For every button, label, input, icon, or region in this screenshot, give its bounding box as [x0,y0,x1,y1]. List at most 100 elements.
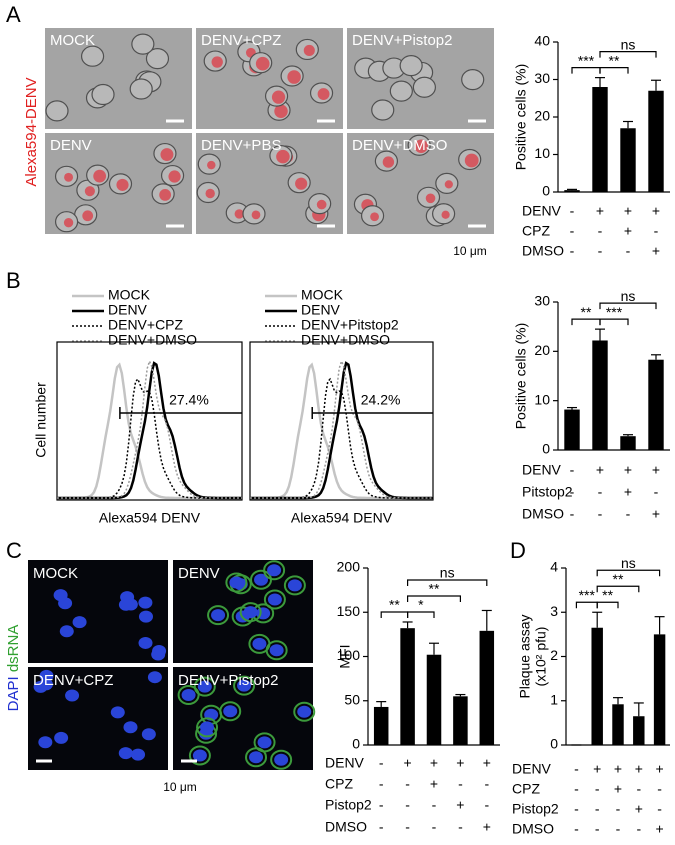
virus-signal [276,149,290,164]
treatment-sign: + [456,797,464,813]
treatment-name: DMSO [512,821,554,837]
treatment-name: DENV [512,761,552,777]
treatment-sign: - [484,797,489,813]
treatment-sign: - [598,223,603,239]
bar [620,436,636,450]
nucleus [249,751,264,764]
bar [620,128,636,192]
y-tick-label: 1 [550,691,558,707]
virus-signal [207,160,216,170]
treatment-sign: - [570,462,575,478]
significance-bracket [407,579,488,586]
treatment-sign: + [652,203,660,219]
dsrna-signal [263,560,286,581]
image-label: DENV+Pistop2 [178,672,278,689]
treatment-sign: + [652,462,660,478]
treatment-sign: + [624,223,632,239]
nucleus [38,678,53,691]
nucleus [138,596,153,609]
dsrna-signal [193,676,216,697]
treatment-sign: - [636,781,641,797]
histogram-curve [250,359,433,499]
y-label: MFI [337,644,353,668]
virus-signal [271,90,286,104]
nucleus [243,606,258,619]
significance-label: ** [581,304,592,320]
significance-label: ** [609,52,620,68]
treatment-sign: - [432,819,437,835]
treatment-sign: + [483,755,491,771]
virus-signal [317,88,330,100]
virus-signal [274,104,288,118]
y-tick-label: 20 [534,342,550,358]
virus-signal [64,172,74,182]
panel-label: D [510,538,526,563]
treatment-sign: + [596,462,604,478]
treatment-sign: - [458,776,463,792]
dsrna-signal [263,589,286,610]
image-label: DENV [178,565,220,582]
nucleus [72,616,87,629]
bar [564,190,580,192]
nucleus [39,669,54,682]
treatment-sign: + [635,801,643,817]
nucleus [200,721,215,734]
y-tick-label: 10 [534,391,550,407]
significance-label: ns [621,288,636,304]
nucleus [53,589,68,602]
treatment-name: Pitstop2 [522,484,573,500]
treatment-sign: - [432,797,437,813]
y-label: (x10² pfu) [533,627,549,687]
y-tick-label: 0 [352,736,360,752]
bar [564,409,580,450]
treatment-name: CPZ [512,781,540,797]
treatment-sign: + [652,506,660,522]
bar [648,359,664,450]
significance-label: ns [440,565,455,581]
treatment-name: DMSO [325,819,367,835]
panel-label: B [6,268,21,293]
nucleus [297,705,312,718]
nucleus [274,753,289,766]
nucleus [267,593,282,606]
nucleus [223,705,238,718]
treatment-sign: - [379,797,384,813]
y-tick-label: 10 [534,145,550,161]
dsrna-signal [283,575,306,596]
treatment-sign: - [616,801,621,817]
gate-label: 24.2% [361,392,401,408]
nucleus [151,648,166,661]
nucleus [65,689,80,702]
bar [592,87,608,192]
treatment-name: DENV [325,755,365,771]
y-tick-label: 50 [344,691,360,707]
bar [591,627,603,745]
cell [145,48,170,70]
significance-bracket [596,585,640,593]
treatment-sign: + [656,761,664,777]
nucleus [237,679,252,692]
bar [648,90,664,192]
x-label: Alexa594 DENV [99,510,201,526]
legend-label: MOCK [108,287,151,303]
y-tick-label: 150 [337,603,361,619]
side-label: DAPI dsRNA [5,625,22,712]
treatment-sign: - [626,506,631,522]
significance-bracket [407,611,435,618]
significance-bracket [599,302,657,310]
image-label: DENV+Pistop2 [352,32,452,49]
nucleus [257,736,272,749]
significance-label: ** [429,581,440,597]
bar [633,716,645,745]
treatment-sign: - [654,223,659,239]
x-label: Alexa594 DENV [291,510,393,526]
y-tick-label: 2 [550,647,558,663]
treatment-name: CPZ [325,776,353,792]
dsrna-signal [207,605,230,626]
treatment-name: DENV [522,203,562,219]
nucleus [123,721,138,734]
image-label: MOCK [33,565,78,582]
treatment-sign: - [379,755,384,771]
plot-frame [56,341,243,501]
histogram-curve [57,361,242,500]
